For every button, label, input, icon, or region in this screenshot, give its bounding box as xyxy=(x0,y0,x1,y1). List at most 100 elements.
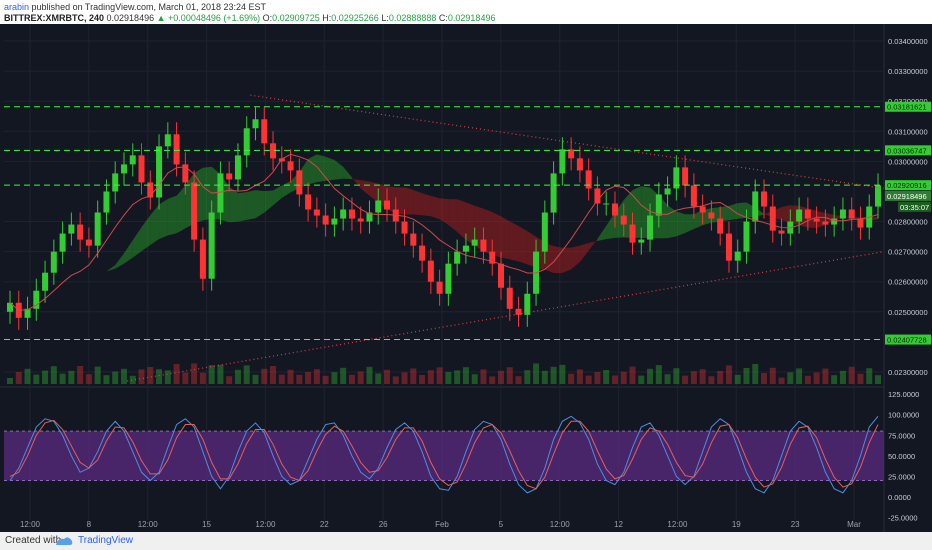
volume-bar xyxy=(533,363,540,384)
candle-body xyxy=(384,200,391,210)
candle-body xyxy=(112,173,119,192)
cloud-segment xyxy=(176,185,186,234)
volume-bar xyxy=(348,374,355,384)
candle-body xyxy=(839,209,846,219)
cloud-segment xyxy=(132,227,142,258)
stoch-tick-label: 25.0000 xyxy=(888,472,915,481)
volume-bar xyxy=(322,375,329,384)
candle-body xyxy=(655,194,662,216)
cloud-segment xyxy=(562,247,572,274)
price-tick-label: 0.02700000 xyxy=(888,248,928,257)
volume-bar xyxy=(673,368,680,384)
candle-body xyxy=(7,302,13,312)
cloud-segment xyxy=(229,186,238,223)
chart-canvas[interactable]: 12:00 8 12:00 15 12:00 22 26 Feb 5 12:00 12 12:00 19… xyxy=(0,24,932,532)
volume-bar xyxy=(436,367,443,384)
candle-body xyxy=(769,206,776,231)
candle-body xyxy=(796,209,803,222)
candle-body xyxy=(287,161,294,171)
up-arrow-icon: ▲ xyxy=(156,13,166,23)
current-price-bg xyxy=(885,190,931,201)
candle-body xyxy=(550,173,557,213)
tradingview-logo-icon xyxy=(56,537,73,545)
symbol-label[interactable]: BITTREX:XMRBTC, 240 xyxy=(4,13,105,23)
volume-bar xyxy=(296,374,303,384)
volume-bar xyxy=(156,369,163,384)
candle-body xyxy=(313,209,320,216)
cloud-segment xyxy=(413,189,423,216)
candle-body xyxy=(208,212,215,279)
x-tick-label: Mar xyxy=(847,520,861,529)
candle-body xyxy=(559,149,566,174)
candle-body xyxy=(199,239,206,279)
volume-bar xyxy=(199,372,206,384)
candle-body xyxy=(340,209,347,219)
candle-body xyxy=(156,146,163,198)
cloud-segment xyxy=(579,242,589,262)
volume-bar xyxy=(33,374,40,384)
cloud-segment xyxy=(123,240,133,264)
volume-bar xyxy=(419,375,426,384)
volume-bar xyxy=(620,371,627,384)
candle-body xyxy=(375,200,382,213)
candle-body xyxy=(138,155,145,183)
volume-bar xyxy=(682,375,689,384)
candle-body xyxy=(673,167,680,189)
volume-bar xyxy=(103,375,110,384)
candle-body xyxy=(752,191,759,222)
volume-bar xyxy=(278,374,285,384)
volume-bar xyxy=(287,369,294,384)
volume-bar xyxy=(164,370,171,384)
candle-body xyxy=(857,218,864,228)
x-tick-label: 23 xyxy=(791,520,800,529)
volume-bar xyxy=(778,377,785,384)
volume-bar xyxy=(576,369,583,384)
candle-body xyxy=(42,272,49,291)
tradingview-brand[interactable]: TradingView xyxy=(78,535,134,546)
cloud-segment xyxy=(422,193,431,217)
volume-bar xyxy=(629,366,636,384)
candle-body xyxy=(725,233,732,261)
low-value: 0.02888888 xyxy=(388,13,437,23)
cloud-segment xyxy=(360,180,370,196)
candle-body xyxy=(24,308,31,318)
cloud-segment xyxy=(500,216,510,260)
cloud-segment xyxy=(159,198,168,239)
volume-bar xyxy=(331,372,338,384)
candle-body xyxy=(261,119,268,144)
level-label: 0.02407728 xyxy=(887,336,927,345)
open-value: 0.02909725 xyxy=(272,13,320,23)
candle-body xyxy=(217,173,224,213)
cloud-segment xyxy=(693,210,703,229)
footer-bar: Created with TradingView xyxy=(0,532,932,550)
candle-body xyxy=(515,308,522,315)
cloud-segment xyxy=(492,212,501,258)
author-link[interactable]: arabin xyxy=(4,2,30,12)
candle-body xyxy=(717,218,724,234)
volume-bar xyxy=(357,371,364,384)
volume-bar xyxy=(85,374,92,384)
volume-bar xyxy=(611,375,618,384)
candle-body xyxy=(305,194,312,210)
cloud-segment xyxy=(167,195,177,236)
volume-bar xyxy=(796,368,803,384)
volume-bar xyxy=(226,376,233,384)
cloud-segment xyxy=(509,221,519,262)
candle-body xyxy=(243,128,250,156)
volume-bar xyxy=(524,370,531,384)
volume-bar xyxy=(813,372,820,384)
candle-body xyxy=(813,218,820,222)
level-label-bg xyxy=(885,101,931,112)
candle-body xyxy=(94,212,101,246)
countdown-label: 03:35:07 xyxy=(900,203,929,212)
price-tick-label: 0.03400000 xyxy=(888,37,928,46)
x-tick-label: 12:00 xyxy=(20,520,41,529)
ohlc-line: BITTREX:XMRBTC, 240 0.02918496 ▲ +0.0004… xyxy=(4,13,495,23)
cloud-segment xyxy=(465,202,475,246)
candle-body xyxy=(410,233,417,246)
cloud-segment xyxy=(395,187,405,215)
candle-body xyxy=(708,212,715,219)
volume-bar xyxy=(410,368,417,384)
candle-body xyxy=(620,215,627,225)
cloud-segment xyxy=(448,199,458,232)
